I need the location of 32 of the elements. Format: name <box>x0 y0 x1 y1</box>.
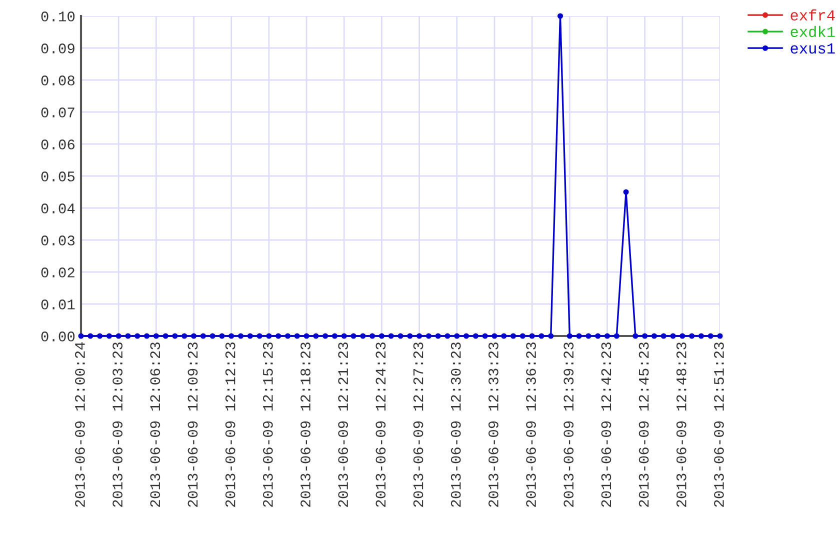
x-tick-label: 2013-06-09 12:48:23 <box>676 342 686 507</box>
x-tick-label: 2013-06-09 12:12:23 <box>225 342 236 507</box>
y-tick-label: 0.07 <box>41 108 74 118</box>
y-tick-label: 0.08 <box>41 76 74 86</box>
y-tick-label: 0.04 <box>41 204 75 214</box>
x-tick-label: 2013-06-09 12:45:23 <box>638 342 649 507</box>
legend-label: exfr4 <box>790 9 835 21</box>
legend-label: exus1 <box>790 43 835 54</box>
y-tick-label: 0.02 <box>41 268 74 278</box>
y-tick-label: 0.06 <box>41 140 74 150</box>
x-tick-label: 2013-06-09 12:24:23 <box>376 342 386 507</box>
y-tick-label: 0.10 <box>41 12 75 22</box>
y-tick-label: 0.00 <box>41 332 75 342</box>
x-tick-label: 2013-06-09 12:21:23 <box>338 342 348 507</box>
legend-label: exdk1 <box>790 26 835 38</box>
x-tick-label: 2013-06-09 12:00:24 <box>75 342 85 507</box>
x-tick-label: 2013-06-09 12:39:23 <box>564 342 574 507</box>
x-tick-label: 2013-06-09 12:42:23 <box>601 342 612 507</box>
x-tick-label: 2013-06-09 12:03:23 <box>112 342 123 507</box>
y-tick-label: 0.05 <box>41 172 75 182</box>
y-tick-label: 0.01 <box>41 300 75 310</box>
x-tick-label: 2013-06-09 12:30:23 <box>450 342 461 507</box>
x-tick-label: 2013-06-09 12:06:23 <box>150 342 160 507</box>
x-tick-label: 2013-06-09 12:33:23 <box>488 342 498 507</box>
y-tick-label: 0.09 <box>41 44 74 54</box>
x-tick-label: 2013-06-09 12:36:23 <box>526 342 536 507</box>
x-tick-label: 2013-06-09 12:18:23 <box>300 342 310 507</box>
x-tick-label: 2013-06-09 12:51:23 <box>714 342 724 507</box>
x-tick-label: 2013-06-09 12:15:23 <box>262 342 273 507</box>
y-tick-label: 0.03 <box>41 236 75 246</box>
x-tick-label: 2013-06-09 12:27:23 <box>413 342 424 507</box>
x-tick-label: 2013-06-09 12:09:23 <box>188 342 198 507</box>
